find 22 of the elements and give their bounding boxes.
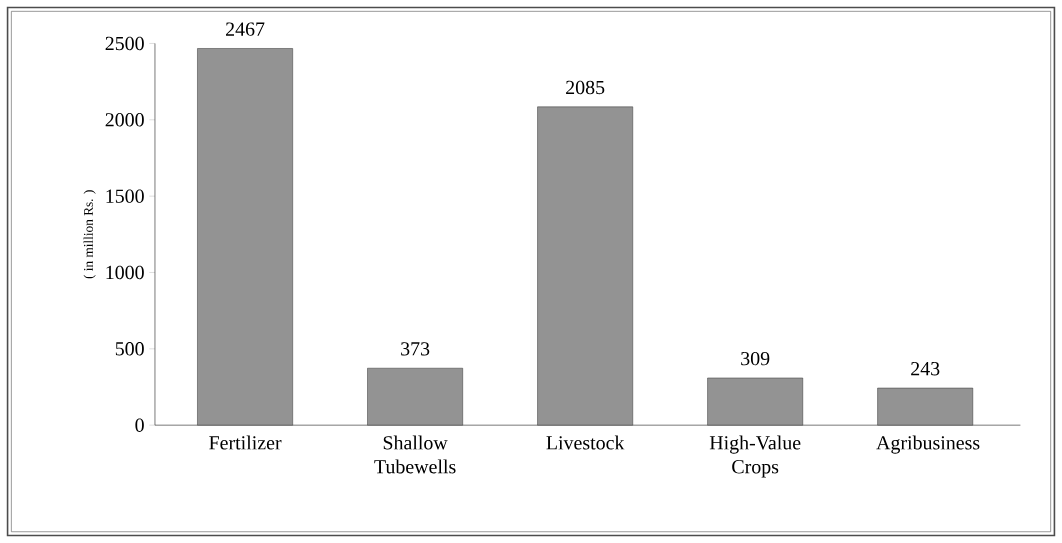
bar bbox=[877, 387, 974, 426]
data-label: 309 bbox=[741, 351, 770, 366]
data-label: 243 bbox=[911, 361, 940, 376]
x-tick-label: Livestock bbox=[546, 435, 625, 450]
y-tick-label: 500 bbox=[115, 342, 144, 356]
y-tick-label: 2500 bbox=[105, 36, 144, 51]
x-tick-label: High-Value Crops bbox=[709, 435, 801, 478]
x-tick-label: Shallow Tubewells bbox=[374, 435, 456, 474]
data-label: 2467 bbox=[226, 22, 265, 36]
x-tick-label: Agribusiness bbox=[876, 435, 980, 454]
bar bbox=[197, 48, 293, 426]
y-tick-label: 0 bbox=[135, 418, 144, 432]
y-axis-title: ( in million Rs. ) bbox=[83, 190, 96, 279]
y-tick-label: 1500 bbox=[106, 189, 144, 203]
x-tick-label: Fertilizer bbox=[209, 435, 282, 450]
bar bbox=[367, 367, 463, 426]
data-label: 373 bbox=[401, 342, 430, 356]
bar bbox=[707, 377, 804, 426]
y-tick-label: 2000 bbox=[105, 113, 144, 127]
y-tick-label: 1000 bbox=[106, 265, 144, 280]
bar bbox=[537, 106, 634, 426]
data-label: 2085 bbox=[566, 80, 605, 95]
